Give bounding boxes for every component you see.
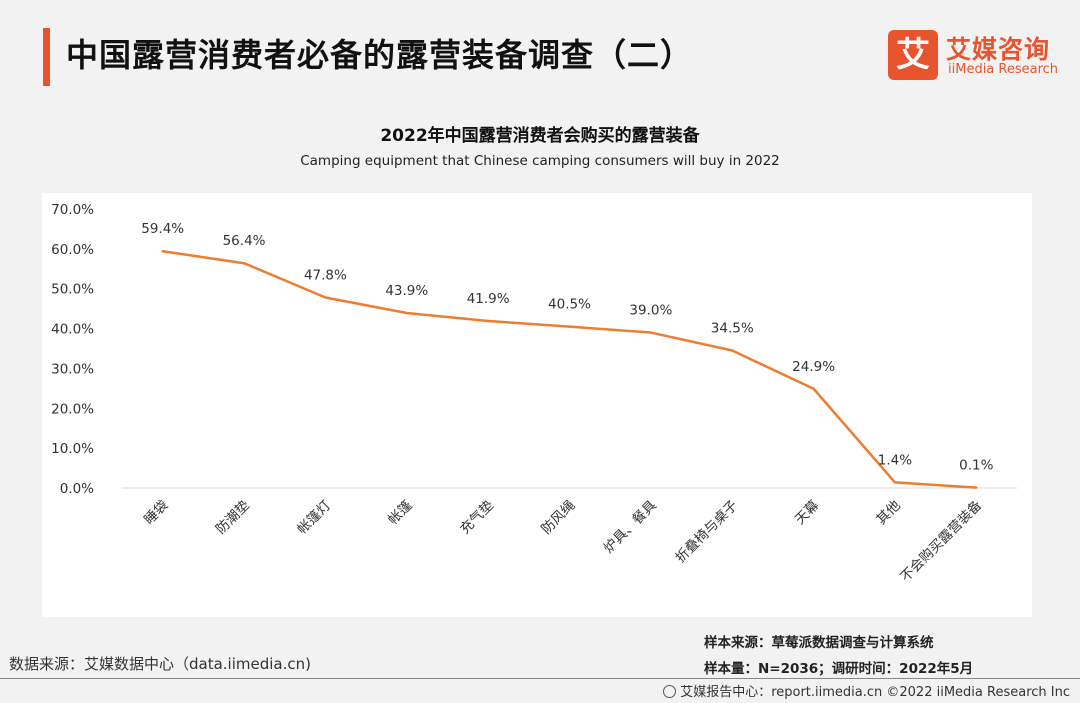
x-tick-label: 其他 — [873, 498, 903, 528]
data-point — [649, 331, 653, 334]
y-tick-label: 20.0% — [51, 401, 94, 417]
x-tick-label: 睡袋 — [141, 497, 172, 528]
y-tick-label: 40.0% — [51, 322, 94, 338]
footer-divider — [0, 678, 1080, 679]
chart-subtitle: Camping equipment that Chinese camping c… — [300, 153, 780, 169]
x-tick-label: 炉具、餐具 — [601, 498, 660, 557]
x-tick-label: 帐篷灯 — [294, 498, 334, 538]
data-point — [405, 311, 408, 315]
footer-credit-text: 艾媒报告中心：report.iimedia.cn ©2022 iiMedia R… — [680, 685, 1070, 700]
data-point — [568, 325, 571, 328]
x-tick-label: 防潮垫 — [213, 497, 253, 537]
sample-size: 样本量：N=2036；调研时间：2022年5月 — [704, 661, 974, 677]
x-tick-label: 天幕 — [792, 497, 823, 528]
data-source: 数据来源：艾媒数据中心（data.iimedia.cn) — [9, 655, 311, 673]
data-label: 56.4% — [223, 233, 266, 249]
data-label: 47.8% — [304, 267, 347, 283]
y-tick-label: 50.0% — [51, 282, 94, 298]
data-label: 41.9% — [467, 291, 510, 307]
data-label: 59.4% — [141, 221, 184, 237]
x-tick-label: 不会购买露营装备 — [897, 496, 986, 585]
data-label: 24.9% — [792, 359, 835, 375]
data-label: 39.0% — [629, 303, 672, 319]
series-line — [162, 250, 977, 489]
logo-mark-icon: 艾 — [888, 30, 938, 80]
data-point — [486, 319, 490, 323]
data-label: 34.5% — [711, 320, 754, 336]
data-point — [324, 296, 327, 299]
line-chart: 0.0% 10.0% 20.0% 30.0% 40.0% 50.0% 60.0% 70.0% 睡… — [51, 202, 1017, 585]
page-title: 中国露营消费者必备的露营装备调查（二） — [66, 36, 694, 74]
x-tick-label: 折叠椅与桌子 — [672, 498, 741, 567]
data-label: 1.4% — [878, 452, 912, 468]
x-tick-label: 防风绳 — [538, 498, 578, 538]
y-tick-label: 70.0% — [51, 202, 94, 218]
y-tick-label: 0.0% — [60, 481, 94, 497]
data-point — [242, 262, 246, 265]
data-label: 43.9% — [385, 283, 428, 299]
logo-en-text: iiMedia Research — [948, 62, 1059, 77]
report-center-icon — [663, 685, 677, 698]
data-point — [731, 349, 734, 352]
y-tick-label: 10.0% — [51, 441, 94, 457]
data-point — [893, 481, 897, 484]
sample-source: 样本来源：草莓派数据调查与计算系统 — [704, 635, 934, 651]
plot-area: 0.0% 10.0% 20.0% 30.0% 40.0% 50.0% 60.0% 70.0% 睡… — [42, 193, 1032, 617]
data-point — [161, 250, 164, 253]
brand-logo: 艾 艾媒咨询 iiMedia Research — [888, 30, 1063, 82]
data-label: 40.5% — [548, 297, 591, 313]
title-accent-bar — [43, 28, 50, 86]
logo-cn-text: 艾媒咨询 — [946, 35, 1051, 64]
data-point — [812, 387, 815, 390]
x-tick-label: 帐篷 — [385, 497, 416, 528]
y-tick-label: 30.0% — [51, 361, 94, 377]
data-label: 0.1% — [959, 458, 993, 474]
chart-title: 2022年中国露营消费者会购买的露营装备 — [380, 126, 700, 146]
data-point — [975, 486, 978, 489]
footer-credit: 艾媒报告中心：report.iimedia.cn ©2022 iiMedia R… — [663, 681, 1070, 700]
y-tick-label: 60.0% — [51, 242, 94, 258]
x-tick-label: 充气垫 — [457, 497, 497, 537]
